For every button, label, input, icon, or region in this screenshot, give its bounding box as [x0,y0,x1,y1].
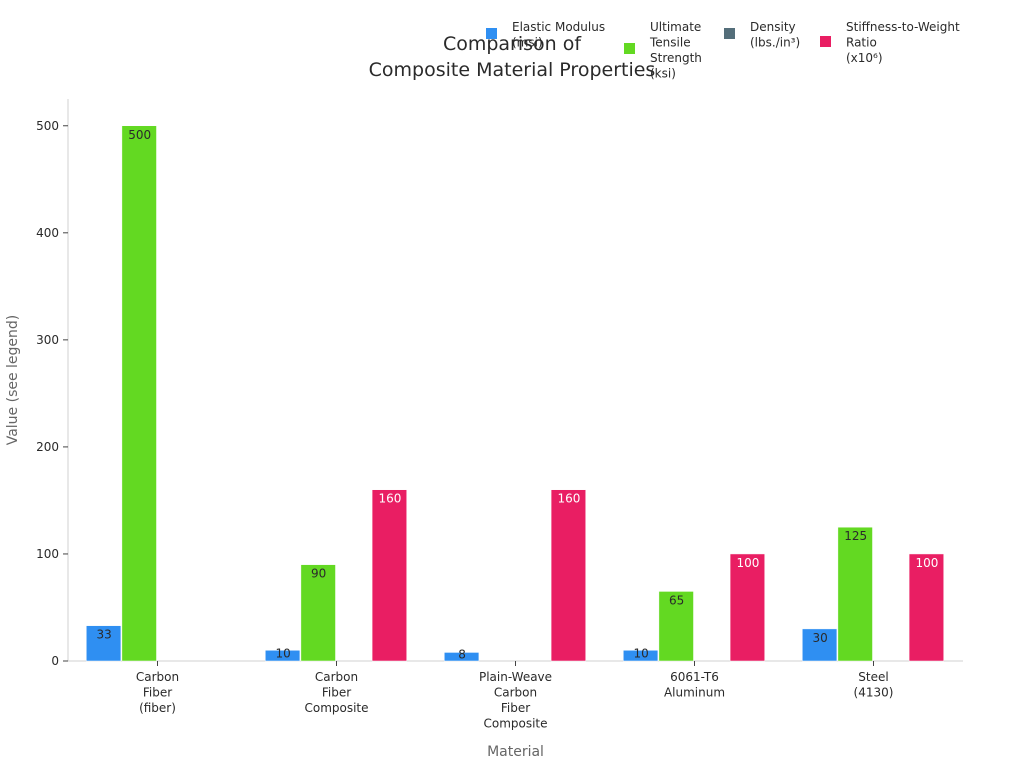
x-tick-label: (fiber) [139,701,176,715]
legend-label: (ksi) [650,67,676,81]
x-tick-label: Steel [858,670,888,684]
bar [837,526,873,662]
chart-title: Comparison of Composite Material Properti… [369,33,656,81]
x-tick-label: Fiber [322,686,351,700]
x-tick-label: Aluminum [664,686,725,700]
legend-item: Stiffness-to-Weight Ratio(x10⁶) [820,20,960,65]
legend: Elastic Modulus (msi) Ultimate TensileStren… [486,20,960,81]
bar [86,625,122,662]
x-tick-label: Carbon [315,670,358,684]
legend-swatch [820,36,831,47]
bar [802,628,838,662]
x-tick-label: 6061-T6 [670,670,719,684]
legend-item: Elastic Modulus (msi) [486,20,605,50]
bar-value-label: 100 [736,556,759,570]
bar [300,564,336,662]
y-tick-label: 100 [36,547,59,561]
bar [729,553,765,662]
x-axis-title: Material [487,744,544,760]
y-tick-label: 400 [36,226,59,240]
bar-value-label: 8 [458,648,466,662]
bars [86,125,944,662]
x-tick-label: Fiber [501,701,530,715]
bar [121,125,157,662]
legend-item: Density (lbs./in³) [724,20,800,50]
y-tick-label: 200 [36,440,59,454]
legend-label: Ratio [846,36,877,50]
x-tick-label: Fiber [143,686,172,700]
legend-label: (x10⁶) [846,51,883,65]
bar [371,489,407,662]
chart-title-line: Composite Material Properties [369,59,656,81]
x-tick-label: (4130) [854,686,894,700]
bar-value-label: 90 [311,567,326,581]
bar-value-label: 160 [557,492,580,506]
y-tick-label: 300 [36,333,59,347]
legend-swatch [486,28,497,39]
x-tick-label: Composite [483,717,547,731]
bar-value-label: 500 [128,128,151,142]
bar [265,650,301,662]
bar [908,553,944,662]
bar-value-label: 10 [275,647,290,661]
legend-label: Elastic Modulus [512,20,605,34]
x-tick-label: Composite [304,701,368,715]
legend-label: Strength [650,51,702,65]
x-tick-label: Plain-Weave [479,670,552,684]
legend-label: Stiffness-to-Weight [846,20,960,34]
bar [550,489,586,662]
y-axis-title: Value (see legend) [5,315,21,446]
legend-label: Tensile [649,36,691,50]
chart-title-line: Comparison of [443,33,582,55]
bar-value-label: 30 [812,631,827,645]
bar-value-label: 100 [915,556,938,570]
bar-value-label: 33 [96,628,111,642]
bar-value-label: 160 [378,492,401,506]
bar-value-label: 125 [844,529,867,543]
legend-label: Ultimate [650,20,701,34]
legend-swatch [724,28,735,39]
bar-labels: 33 10 8 10 30 500 90 65 125 160 160 100 100 [96,128,938,662]
legend-swatch [624,43,635,54]
legend-label: (msi) [512,36,543,50]
y-tick-label: 0 [51,654,59,668]
bar [444,652,480,662]
bar-value-label: 65 [669,593,684,607]
y-tick-label: 500 [36,119,59,133]
legend-label: (lbs./in³) [750,36,800,50]
bar-value-label: 10 [633,647,648,661]
y-axis: 0 100 200 300 400 500 Value (see legend) [5,99,69,668]
legend-label: Density [750,20,796,34]
x-tick-label: Carbon [494,686,537,700]
x-tick-label: Carbon [136,670,179,684]
bar [623,650,659,662]
x-axis: CarbonFiber(fiber)CarbonFiberCompositePl… [68,660,963,760]
bar [658,591,694,662]
